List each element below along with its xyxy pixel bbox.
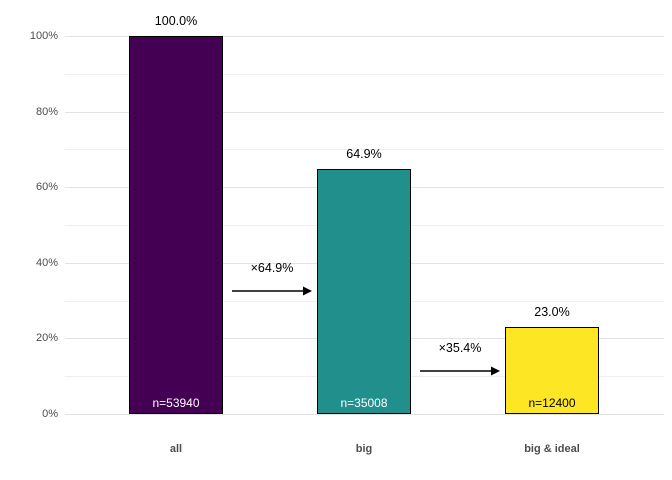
gridline-major xyxy=(65,414,664,415)
x-axis-category-label: big & ideal xyxy=(524,443,580,455)
conversion-arrow-label: ×64.9% xyxy=(250,261,294,275)
y-axis-tick-label: 40% xyxy=(35,257,58,269)
arrow-head xyxy=(303,286,312,296)
conversion-arrow xyxy=(232,284,312,298)
y-axis-tick-label: 0% xyxy=(42,408,58,420)
conversion-arrow xyxy=(420,364,500,378)
y-axis-tick-label: 60% xyxy=(35,181,58,193)
bar-value-label: 64.9% xyxy=(346,147,382,161)
y-axis-tick-label: 80% xyxy=(35,106,58,118)
arrow-graphic xyxy=(232,286,312,296)
arrow-graphic xyxy=(420,366,500,376)
conversion-arrow-label: ×35.4% xyxy=(438,341,482,355)
bar-count-label: n=35008 xyxy=(340,396,388,410)
bar-count-label: n=53940 xyxy=(152,396,200,410)
funnel-bar xyxy=(317,169,411,414)
x-axis-category-label: big xyxy=(355,443,373,455)
x-axis-category-label: all xyxy=(169,443,183,455)
bar-count-label: n=12400 xyxy=(528,396,576,410)
bar-value-label: 23.0% xyxy=(534,305,570,319)
funnel-bar xyxy=(129,36,223,414)
funnel-bar xyxy=(505,327,599,414)
bar-value-label: 100.0% xyxy=(154,14,198,28)
y-axis-tick-label: 20% xyxy=(35,332,58,344)
arrow-head xyxy=(491,366,500,376)
y-axis-tick-label: 100% xyxy=(29,30,58,42)
